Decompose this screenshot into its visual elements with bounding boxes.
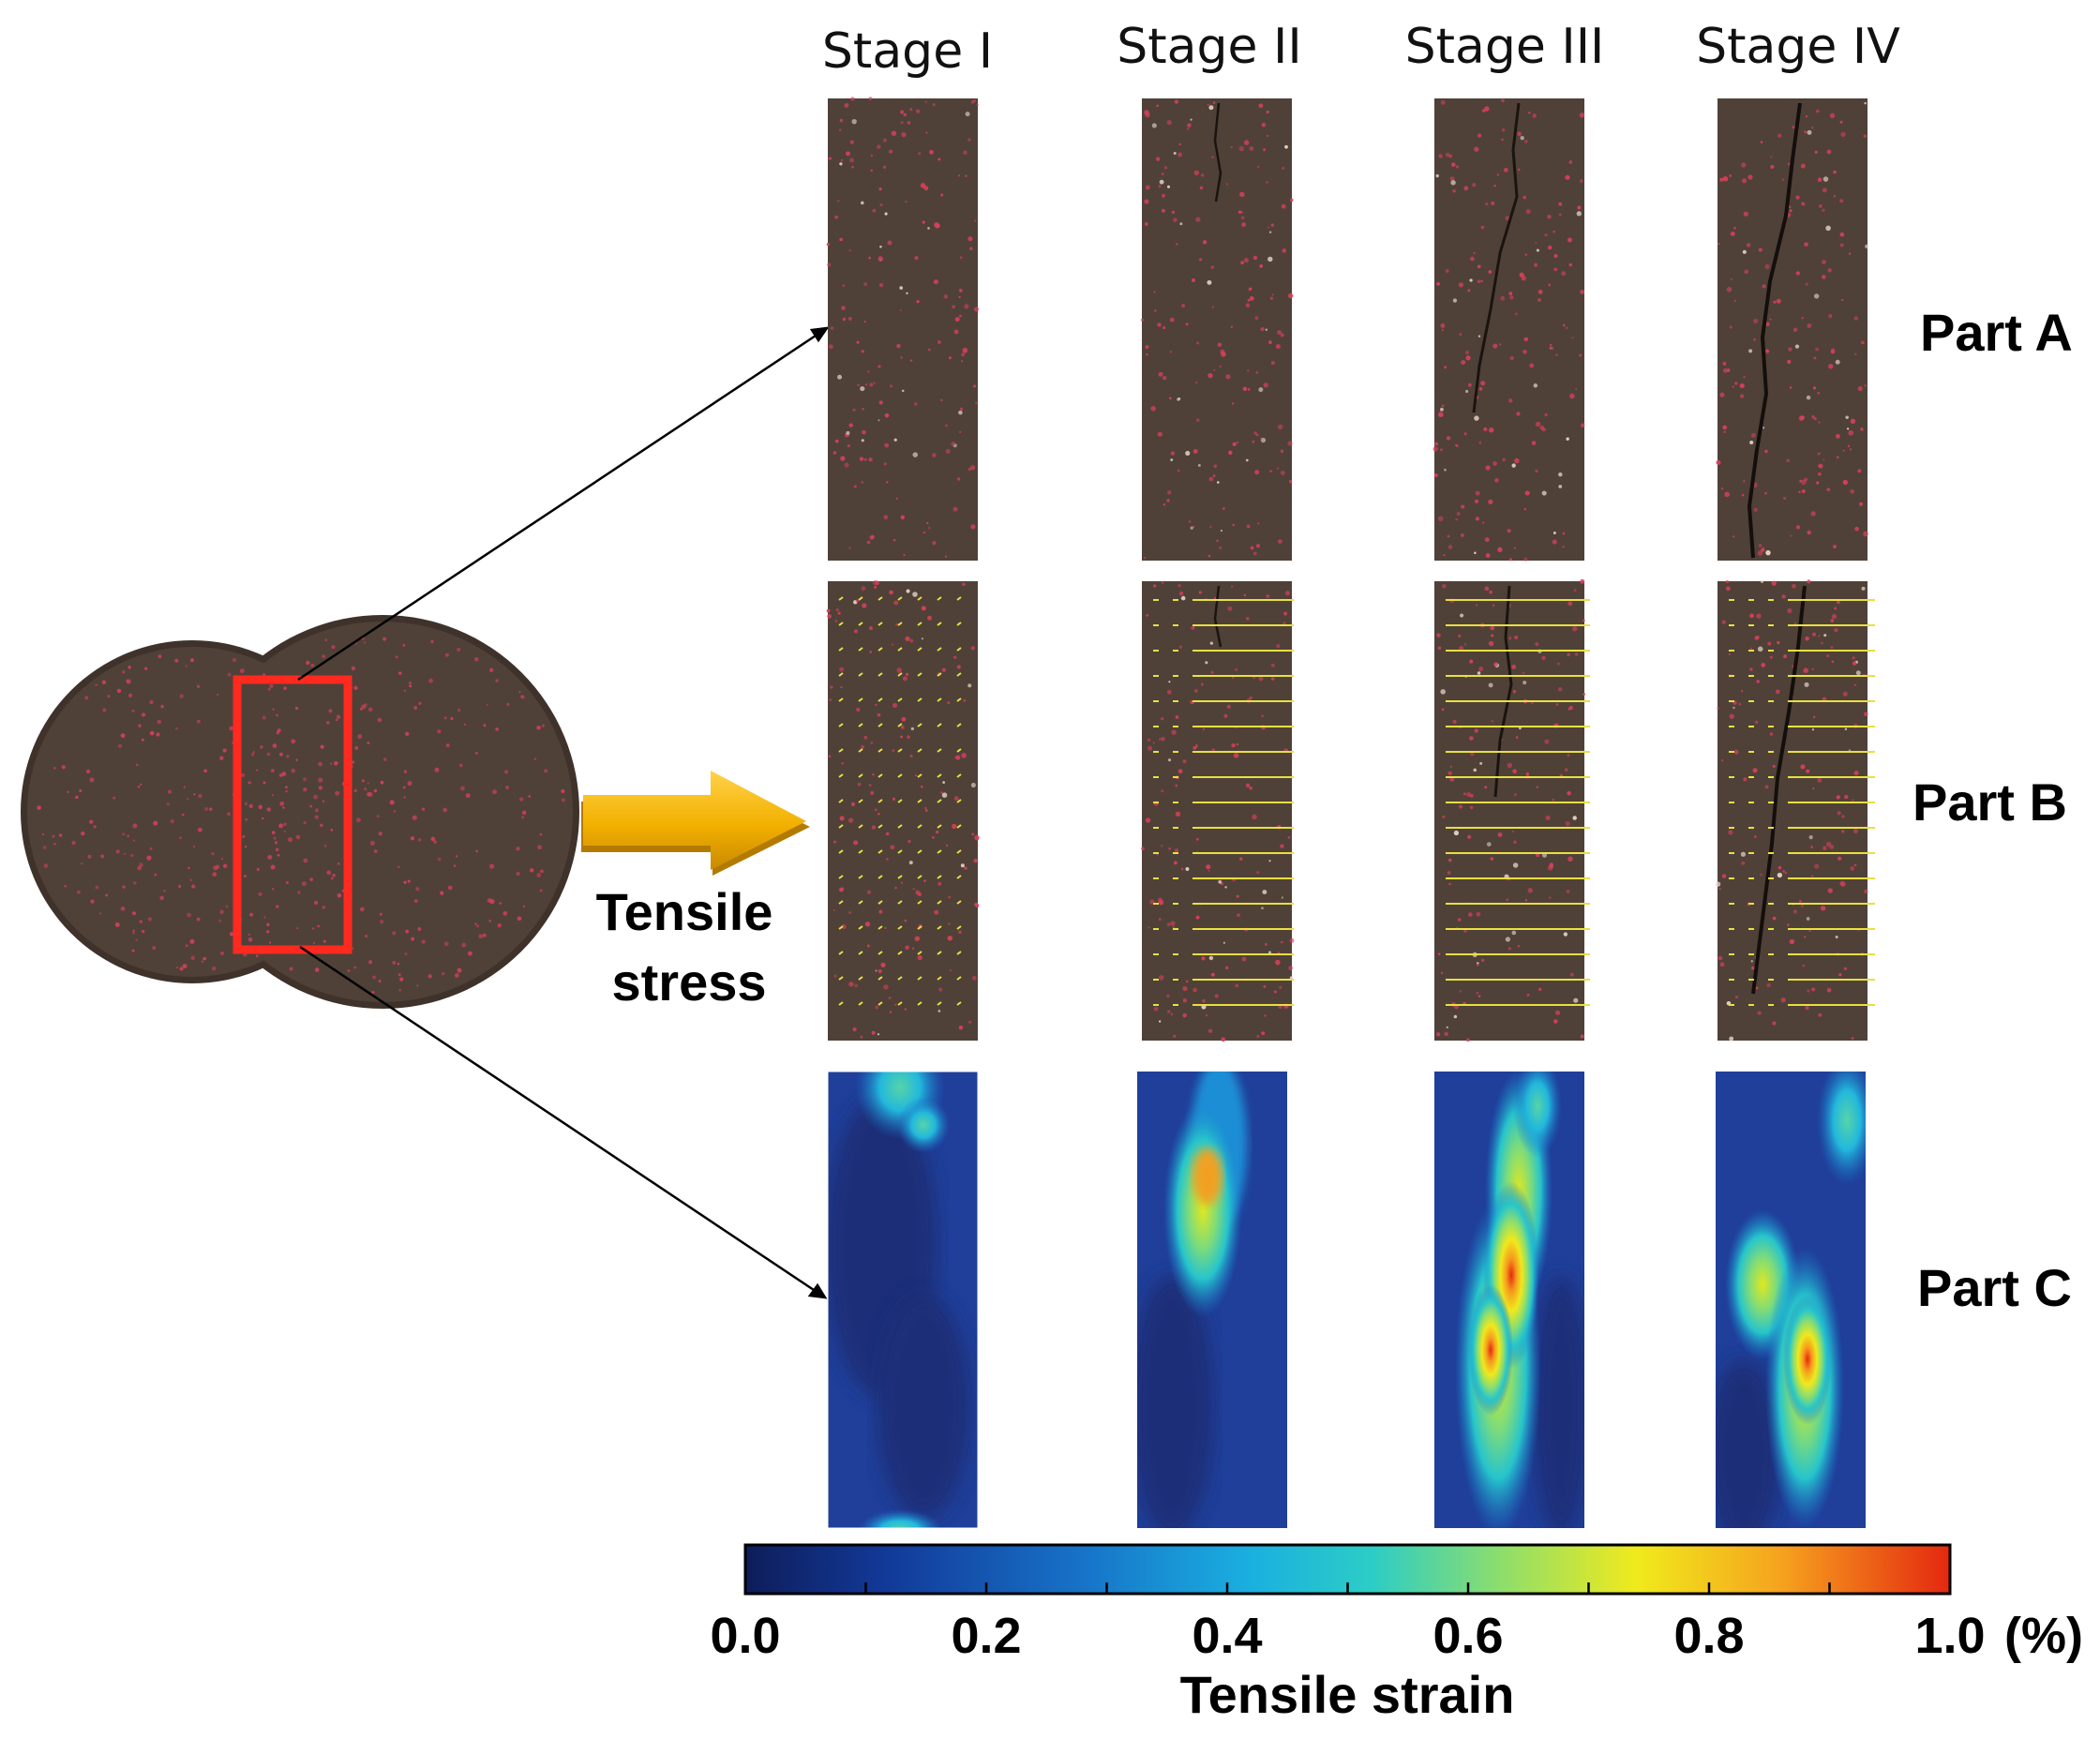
tensile-stress-label-line1: Tensile <box>596 882 773 941</box>
colorbar: 0.0 0.2 0.4 0.6 0.8 1.0 (%) Tensile stra… <box>710 1543 2083 1724</box>
strain-map-stage4 <box>1716 1072 1866 1528</box>
colorbar-tick-4: 0.8 <box>1673 1608 1744 1664</box>
colorbar-title: Tensile strain <box>1180 1665 1515 1724</box>
colorbar-unit: (%) <box>2004 1608 2083 1664</box>
colorbar-tick-2: 0.4 <box>1192 1608 1262 1664</box>
leader-lines <box>297 326 830 1299</box>
part-a-row <box>826 97 1869 562</box>
tensile-stress-arrow <box>581 771 810 876</box>
part-a-stage3-panel <box>1434 98 1584 561</box>
part-b-displacement-vectors <box>838 596 1875 1006</box>
part-a-stage4-crack <box>1747 102 1802 559</box>
part-a-stage2-crack <box>1213 102 1222 202</box>
part-b-speckle <box>826 578 1868 1042</box>
colorbar-tick-5: 1.0 <box>1914 1608 1985 1664</box>
strain-map-stage2 <box>1137 1072 1287 1528</box>
part-b-stage1-panel <box>828 581 978 1041</box>
colorbar-tick-1: 0.2 <box>951 1608 1021 1664</box>
stage-label-2: Stage II <box>1117 19 1301 75</box>
part-b-row <box>826 578 1875 1042</box>
part-b-stage2-panel <box>1142 581 1292 1041</box>
strain-map-stage3 <box>1434 1072 1584 1528</box>
part-label-a: Part A <box>1920 303 2073 362</box>
specimen-disc <box>21 615 579 1009</box>
part-a-speckle <box>826 97 1869 562</box>
stage-label-1: Stage I <box>822 23 993 80</box>
stage-label-3: Stage III <box>1405 19 1605 75</box>
tensile-stress-label-line2: stress <box>611 952 766 1012</box>
part-b-stage4-crack <box>1751 585 1807 995</box>
part-a-stage3-crack <box>1472 102 1521 413</box>
region-of-interest-box <box>232 675 352 954</box>
part-c-row <box>827 1071 1866 1529</box>
part-b-stage3-crack <box>1493 585 1513 798</box>
strain-map-stage1 <box>828 1072 978 1528</box>
colorbar-tick-3: 0.6 <box>1432 1608 1503 1664</box>
stage-label-4: Stage IV <box>1696 19 1900 75</box>
part-label-b: Part B <box>1912 772 2067 832</box>
part-a-stage1-panel <box>828 98 978 561</box>
part-label-c: Part C <box>1917 1258 2072 1317</box>
part-b-stage4-panel <box>1718 581 1868 1041</box>
colorbar-tick-0: 0.0 <box>710 1608 780 1664</box>
part-b-stage2-crack <box>1213 585 1222 648</box>
